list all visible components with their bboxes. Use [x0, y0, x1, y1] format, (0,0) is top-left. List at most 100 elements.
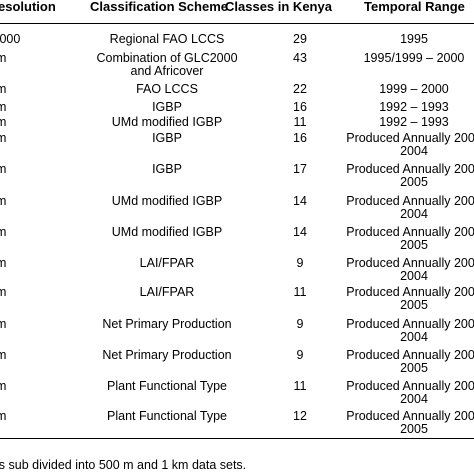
- scheme-cell-line: and Africover: [130, 64, 204, 78]
- scheme-cell: IGBP: [72, 132, 262, 145]
- temporal-range-cell-line: 1995/1999 – 2000: [363, 51, 465, 65]
- temporal-range-cell: 1992 – 1993: [324, 116, 474, 129]
- resolution-cell: m: [0, 409, 7, 423]
- temporal-range-cell-line: Produced Annually 2001: [346, 317, 474, 331]
- temporal-range-cell-line: 2004: [400, 269, 428, 283]
- temporal-range-cell-line: 2005: [400, 298, 428, 312]
- resolution-cell: m: [0, 194, 7, 208]
- temporal-range-cell-line: 2004: [400, 392, 428, 406]
- temporal-range-cell: Produced Annually 2001 2004: [324, 380, 474, 406]
- scheme-cell: IGBP: [72, 101, 262, 114]
- temporal-range-cell-line: Produced Annually 2001: [346, 162, 474, 176]
- classes-cell: 29: [293, 32, 307, 46]
- resolution-cell: m: [0, 82, 7, 96]
- scheme-cell: UMd modified IGBP: [72, 195, 262, 208]
- temporal-range-cell-line: Produced Annually 2001: [346, 348, 474, 362]
- temporal-range-cell: Produced Annually 2001 2005: [324, 226, 474, 252]
- classes-cell: 16: [293, 100, 307, 114]
- temporal-range-cell-line: Produced Annually 2001: [346, 256, 474, 270]
- scheme-cell: IGBP: [72, 163, 262, 176]
- temporal-range-cell-line: Produced Annually 2001: [346, 131, 474, 145]
- scheme-cell-line: UMd modified IGBP: [111, 225, 223, 239]
- temporal-range-cell-line: Produced Annually 2001: [346, 409, 474, 423]
- temporal-range-cell-line: 2004: [400, 330, 428, 344]
- temporal-range-cell: Produced Annually 2001 2005: [324, 410, 474, 436]
- resolution-cell: m: [0, 225, 7, 239]
- classes-cell: 14: [293, 194, 307, 208]
- resolution-cell: m: [0, 51, 7, 65]
- scheme-cell: Combination of GLC2000 and Africover: [72, 52, 262, 78]
- scheme-cell-line: Regional FAO LCCS: [109, 32, 225, 46]
- temporal-range-cell-line: Produced Annually 2001: [346, 225, 474, 239]
- header-classes-in-kenya: Classes in Kenya: [225, 0, 332, 14]
- temporal-range-cell: Produced Annually 2001 2004: [324, 195, 474, 221]
- temporal-range-cell-line: 2004: [400, 144, 428, 158]
- resolution-cell: m: [0, 100, 7, 114]
- scheme-cell: LAI/FPAR: [72, 257, 262, 270]
- scheme-cell-line: LAI/FPAR: [139, 285, 195, 299]
- temporal-range-cell-line: Produced Annually 2001: [346, 285, 474, 299]
- resolution-cell: m: [0, 131, 7, 145]
- scheme-cell-line: FAO LCCS: [136, 82, 198, 96]
- temporal-range-cell-line: 2005: [400, 175, 428, 189]
- resolution-cell: m: [0, 162, 7, 176]
- temporal-range-cell-line: 1999 – 2000: [379, 82, 449, 96]
- temporal-range-cell-line: 1995: [400, 32, 428, 46]
- scheme-cell-line: LAI/FPAR: [139, 256, 195, 270]
- classes-cell: 9: [296, 256, 304, 270]
- temporal-range-cell-line: 1992 – 1993: [379, 115, 449, 129]
- resolution-cell: m: [0, 256, 7, 270]
- scheme-cell: UMd modified IGBP: [72, 226, 262, 239]
- scheme-cell-line: UMd modified IGBP: [111, 194, 223, 208]
- scheme-cell-line: Net Primary Production: [102, 317, 232, 331]
- classes-cell: 12: [293, 409, 307, 423]
- scheme-cell: Plant Functional Type: [72, 380, 262, 393]
- scheme-cell-line: IGBP: [152, 131, 182, 145]
- header-classification-scheme: Classification Scheme: [90, 0, 228, 14]
- scheme-cell: LAI/FPAR: [72, 286, 262, 299]
- scheme-cell: Regional FAO LCCS: [72, 33, 262, 46]
- scheme-cell-line: IGBP: [152, 162, 182, 176]
- temporal-range-cell: Produced Annually 2001 2004: [324, 257, 474, 283]
- scheme-cell-line: Plant Functional Type: [107, 379, 227, 393]
- temporal-range-cell: Produced Annually 2001 2005: [324, 349, 474, 375]
- temporal-range-cell: 1992 – 1993: [324, 101, 474, 114]
- scheme-cell-line: UMd modified IGBP: [111, 115, 223, 129]
- temporal-range-cell: 1999 – 2000: [324, 83, 474, 96]
- temporal-range-cell-line: Produced Annually 2001: [346, 379, 474, 393]
- header-temporal-range: Temporal Range: [364, 0, 465, 14]
- resolution-cell: ,000: [0, 32, 21, 46]
- resolution-cell: m: [0, 115, 7, 129]
- resolution-cell: m: [0, 379, 7, 393]
- resolution-cell: m: [0, 317, 7, 331]
- classes-cell: 14: [293, 225, 307, 239]
- header-resolution: esolution: [0, 0, 56, 14]
- scheme-cell: FAO LCCS: [72, 83, 262, 96]
- scheme-cell: Plant Functional Type: [72, 410, 262, 423]
- temporal-range-cell: Produced Annually 2001 2004: [324, 132, 474, 158]
- classes-cell: 43: [293, 51, 307, 65]
- classes-cell: 17: [293, 162, 307, 176]
- resolution-cell: m: [0, 348, 7, 362]
- classes-cell: 11: [293, 285, 307, 299]
- scheme-cell-line: IGBP: [152, 100, 182, 114]
- table-footnote: is sub divided into 500 m and 1 km data …: [0, 458, 247, 472]
- classes-cell: 11: [293, 379, 307, 393]
- classes-cell: 9: [296, 317, 304, 331]
- resolution-cell: m: [0, 285, 7, 299]
- header-rule: [0, 23, 474, 24]
- bottom-rule: [0, 438, 474, 439]
- scheme-cell: UMd modified IGBP: [72, 116, 262, 129]
- temporal-range-cell-line: 2005: [400, 361, 428, 375]
- temporal-range-cell-line: Produced Annually 2001: [346, 194, 474, 208]
- classes-cell: 22: [293, 82, 307, 96]
- scheme-cell-line: Combination of GLC2000: [96, 51, 238, 65]
- temporal-range-cell-line: 2005: [400, 422, 428, 436]
- scheme-cell-line: Net Primary Production: [102, 348, 232, 362]
- temporal-range-cell: Produced Annually 2001 2005: [324, 286, 474, 312]
- classes-cell: 16: [293, 131, 307, 145]
- temporal-range-cell: Produced Annually 2001 2004: [324, 318, 474, 344]
- classes-cell: 9: [296, 348, 304, 362]
- temporal-range-cell-line: 1992 – 1993: [379, 100, 449, 114]
- temporal-range-cell: 1995/1999 – 2000: [324, 52, 474, 65]
